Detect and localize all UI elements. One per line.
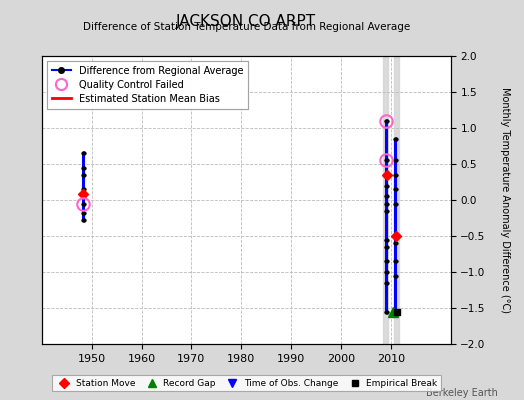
Bar: [395, 56, 399, 344]
Text: Difference of Station Temperature Data from Regional Average: Difference of Station Temperature Data f…: [83, 22, 410, 32]
Bar: [384, 56, 388, 344]
Legend: Station Move, Record Gap, Time of Obs. Change, Empirical Break: Station Move, Record Gap, Time of Obs. C…: [51, 375, 441, 392]
Text: Berkeley Earth: Berkeley Earth: [426, 388, 498, 398]
Legend: Difference from Regional Average, Quality Control Failed, Estimated Station Mean: Difference from Regional Average, Qualit…: [47, 61, 248, 109]
Y-axis label: Monthly Temperature Anomaly Difference (°C): Monthly Temperature Anomaly Difference (…: [499, 87, 510, 313]
Text: JACKSON CO ARPT: JACKSON CO ARPT: [176, 14, 316, 29]
